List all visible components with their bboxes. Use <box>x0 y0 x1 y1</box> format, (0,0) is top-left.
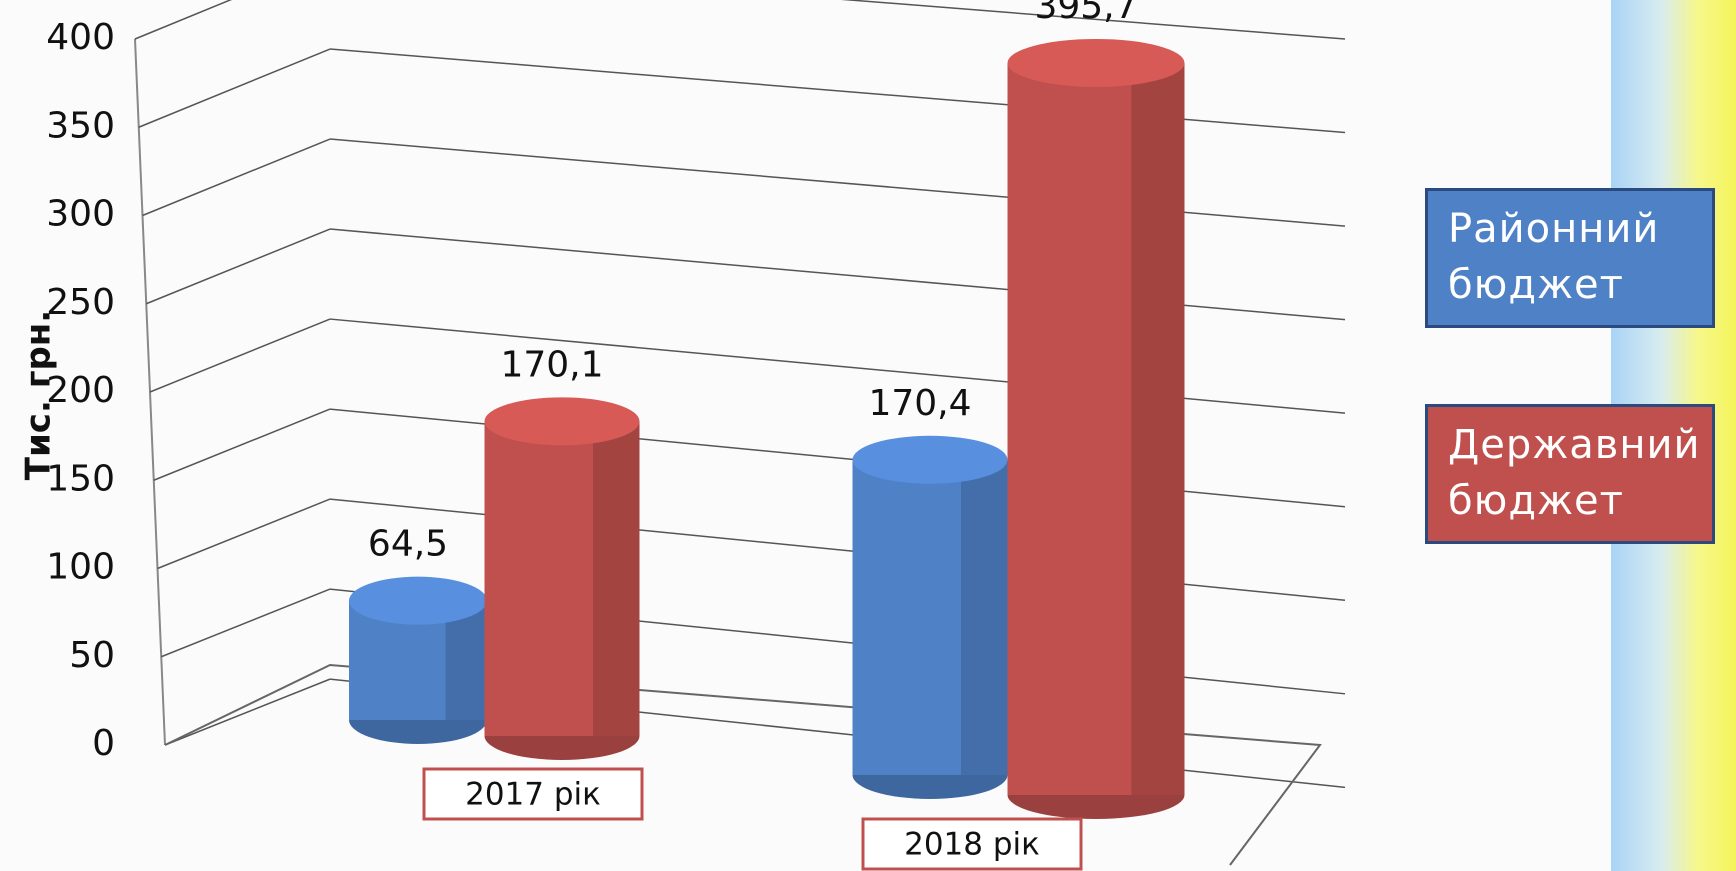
grid-line <box>329 48 1346 134</box>
y-tick-label: 150 <box>46 458 115 499</box>
x-tick-label: 2017 рік <box>465 777 601 813</box>
grid-line <box>134 0 233 40</box>
y-tick-label: 50 <box>69 635 115 676</box>
grid-line <box>164 678 331 746</box>
value-label: 395,7 <box>1034 0 1137 27</box>
grid-line <box>329 138 1346 227</box>
grid-line <box>329 228 1346 321</box>
y-tick-label: 250 <box>46 282 115 323</box>
category-box <box>861 817 1083 871</box>
value-label: 64,5 <box>368 524 448 565</box>
grid-line <box>149 318 331 393</box>
value-label: 170,1 <box>500 344 603 385</box>
grid-line <box>138 48 331 128</box>
y-tick-label: 350 <box>46 105 115 146</box>
grid-line <box>160 588 331 658</box>
bar-shade <box>1131 62 1185 795</box>
y-axis-label: Тис. грн. <box>19 310 59 480</box>
y-tick-label: 0 <box>92 723 115 764</box>
legend-entry: Районний бюджет <box>1425 188 1715 328</box>
bar-top <box>349 576 487 625</box>
legend-entry: Державний бюджет <box>1425 404 1715 544</box>
bar-shade <box>961 459 1008 775</box>
category-box <box>422 767 644 821</box>
grid-line <box>329 498 1346 602</box>
y-tick-label: 300 <box>46 194 115 235</box>
grid-line <box>145 228 331 305</box>
y-tick-label: 100 <box>46 547 115 588</box>
grid-line <box>840 0 1346 40</box>
grid-line <box>153 408 331 481</box>
bar-top <box>484 397 640 446</box>
grid-line <box>157 498 331 570</box>
bar-shade <box>593 421 640 736</box>
x-tick-label: 2018 рік <box>904 827 1040 863</box>
grid-line <box>329 408 1346 508</box>
y-tick-label: 200 <box>46 370 115 411</box>
value-label: 170,4 <box>868 383 971 424</box>
grid-line <box>329 318 1346 414</box>
bar-top <box>1007 38 1185 87</box>
grid-line <box>142 138 331 217</box>
y-tick-label: 400 <box>46 17 115 58</box>
bar-top <box>852 435 1008 484</box>
floor <box>164 663 1322 866</box>
